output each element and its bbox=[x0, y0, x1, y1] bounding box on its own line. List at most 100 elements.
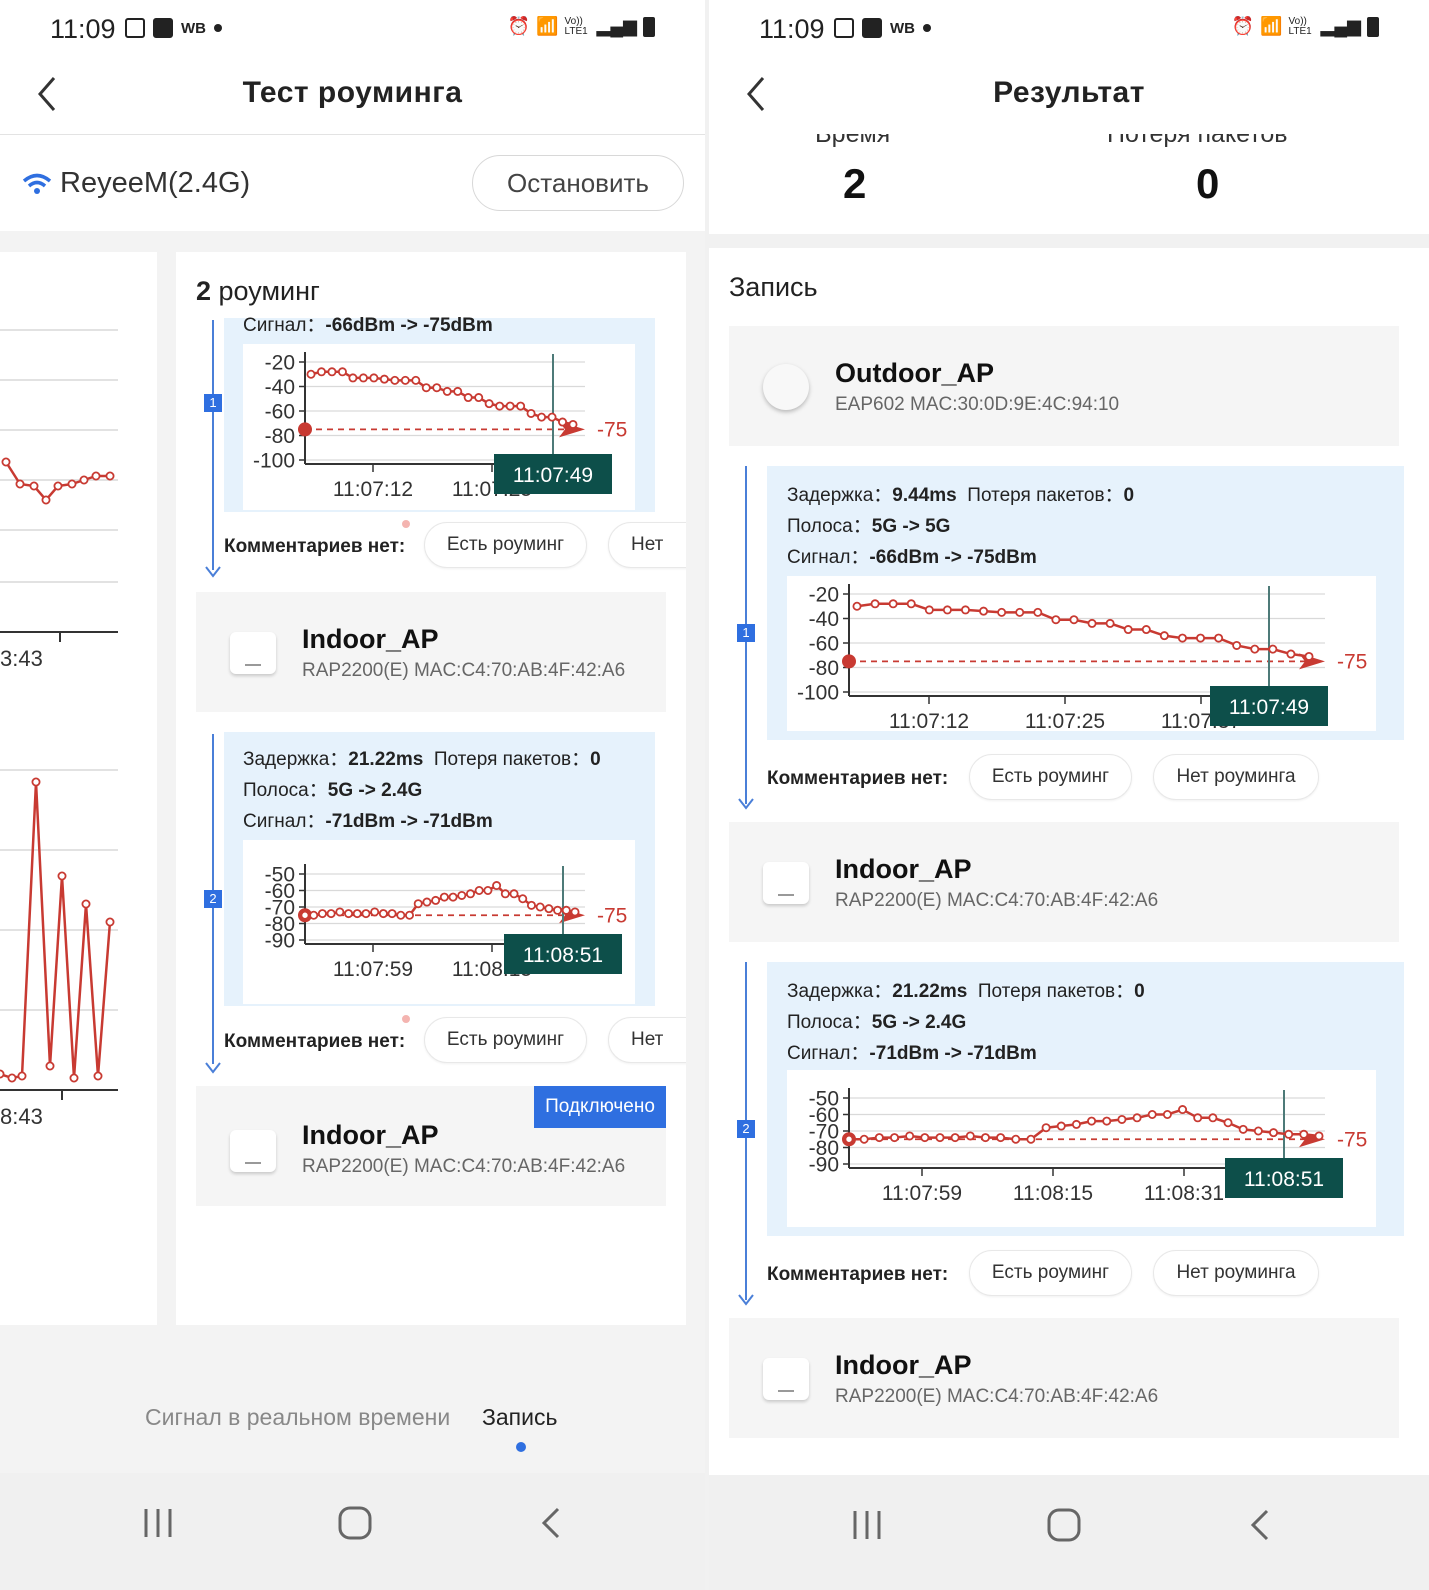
signal-chart: -20 -40 -60 -80 -100 11:07:12 11:07:25 -75 11:07… bbox=[243, 344, 635, 510]
roam-time-label: 11:08:51 bbox=[1244, 1168, 1324, 1191]
signal-point bbox=[1208, 1113, 1218, 1123]
recent-apps-icon[interactable] bbox=[847, 1505, 887, 1545]
x-tick-label: 11:07:59 bbox=[333, 958, 413, 981]
timeline-arrow-icon bbox=[205, 1062, 221, 1074]
band-line: Полоса：5G -> 2.4G bbox=[787, 1012, 967, 1033]
signal-point bbox=[431, 895, 441, 905]
ssid-label: ReyeeM(2.4G) bbox=[60, 167, 251, 199]
x-tick-label: 11:07:12 bbox=[889, 710, 969, 731]
signal-point bbox=[1304, 651, 1314, 661]
yes-roaming-button[interactable]: Есть роуминг bbox=[969, 754, 1132, 800]
no-roaming-button[interactable]: Нет bbox=[608, 522, 686, 568]
network-label: Vo)) LTE1 bbox=[1288, 15, 1312, 37]
home-icon[interactable] bbox=[1044, 1505, 1084, 1545]
no-roaming-button[interactable]: Нет bbox=[608, 1017, 686, 1063]
record-section-title: Запись bbox=[729, 272, 818, 302]
yes-roaming-button[interactable]: Есть роуминг bbox=[424, 522, 587, 568]
signal-point bbox=[387, 909, 397, 919]
signal-point bbox=[1314, 1131, 1324, 1141]
back-icon[interactable] bbox=[737, 72, 781, 116]
signal-point bbox=[400, 375, 410, 385]
signal-point bbox=[378, 909, 388, 919]
record-badge: 2 bbox=[204, 890, 222, 908]
access-point-icon bbox=[763, 862, 809, 904]
signal-point bbox=[1162, 1110, 1172, 1120]
x-tick-label: 11:07:12 bbox=[333, 478, 413, 501]
realtime-point bbox=[0, 1069, 5, 1079]
realtime-point bbox=[45, 1061, 55, 1071]
signal-icon: ▂▄▆ bbox=[1320, 16, 1361, 36]
home-icon[interactable] bbox=[335, 1503, 375, 1543]
signal-point bbox=[518, 894, 528, 904]
notification-dot-icon bbox=[214, 24, 222, 32]
access-point-icon bbox=[763, 1358, 809, 1400]
signal-point bbox=[300, 910, 310, 920]
signal-point bbox=[1026, 1134, 1036, 1144]
signal-chart: -20 -40 -60 -80 -100 11:07:12 11:07:25 11:07:37… bbox=[787, 576, 1376, 733]
roam-count-title: 2 роуминг bbox=[196, 276, 320, 306]
back-nav-icon[interactable] bbox=[532, 1503, 572, 1543]
y-tick-label: -60 bbox=[265, 880, 295, 903]
signal-point bbox=[561, 905, 571, 915]
signal-point bbox=[960, 605, 970, 615]
back-nav-icon[interactable] bbox=[1241, 1505, 1281, 1545]
yes-roaming-button[interactable]: Есть роуминг bbox=[424, 1017, 587, 1063]
signal-point bbox=[1284, 1129, 1294, 1139]
tab-realtime-signal[interactable]: Сигнал в реальном времени bbox=[145, 1404, 451, 1430]
realtime-point bbox=[105, 917, 115, 927]
network-label: Vo)) LTE1 bbox=[564, 15, 588, 37]
signal-point bbox=[920, 1133, 930, 1143]
realtime-point bbox=[7, 1073, 17, 1083]
unread-dot-icon bbox=[402, 1015, 410, 1023]
signal-point bbox=[1033, 607, 1043, 617]
signal-chart: -50 -60 -70 -80 -90 11:07:59 11:08:15 -75 11:08:… bbox=[243, 840, 635, 1004]
signal-point bbox=[1196, 633, 1206, 643]
record-info-box: Сигнал：-66dBm -> -75dBm -20 -40 -60 -80 -100… bbox=[224, 315, 655, 512]
signal-point bbox=[405, 910, 415, 920]
signal-point bbox=[537, 412, 547, 422]
signal-point bbox=[492, 881, 502, 891]
signal-point bbox=[1147, 1110, 1157, 1120]
y-tick-label: -40 bbox=[265, 376, 295, 399]
delay-line: Задержка：21.22ms Потеря пакетов：0 bbox=[243, 749, 601, 770]
signal-point bbox=[505, 401, 515, 411]
no-roaming-button[interactable]: Нет роуминга bbox=[1153, 1250, 1319, 1296]
roam-time-label: 11:07:49 bbox=[1229, 696, 1309, 719]
realtime-chart-card: 3:43 8:43 bbox=[0, 252, 157, 1325]
stop-button[interactable]: Остановить bbox=[472, 155, 684, 211]
x-tick-label: 11:07:59 bbox=[882, 1182, 962, 1205]
ap-name: Indoor_AP bbox=[835, 854, 972, 884]
ap-card: Outdoor_AP EAP602 MAC:30:0D:9E:4C:94:10 bbox=[729, 326, 1399, 446]
app-header: Тест роуминга bbox=[0, 62, 705, 135]
back-icon[interactable] bbox=[28, 72, 72, 116]
y-tick-label: -80 bbox=[809, 1137, 839, 1160]
signal-point bbox=[413, 899, 423, 909]
no-roaming-button[interactable]: Нет роуминга bbox=[1153, 754, 1319, 800]
recent-apps-icon[interactable] bbox=[138, 1503, 178, 1543]
signal-point bbox=[996, 1133, 1006, 1143]
ap-name: Indoor_AP bbox=[835, 1350, 972, 1380]
ap-name: Outdoor_AP bbox=[835, 358, 994, 388]
signal-line: Сигнал：-66dBm -> -75dBm bbox=[787, 547, 1037, 568]
yes-roaming-button[interactable]: Есть роуминг bbox=[969, 1250, 1132, 1296]
signal-point bbox=[369, 373, 379, 383]
section-separator bbox=[709, 234, 1429, 248]
roam-time-label: 11:07:49 bbox=[513, 464, 593, 487]
threshold-label: -75 bbox=[1337, 1129, 1367, 1152]
signal-point bbox=[348, 373, 358, 383]
ap-card: Indoor_AP RAP2200(E) MAC:C4:70:AB:4F:42:… bbox=[729, 822, 1399, 942]
y-tick-label: -80 bbox=[265, 913, 295, 936]
signal-point bbox=[439, 892, 449, 902]
active-tab-indicator bbox=[516, 1442, 526, 1452]
threshold-start-dot bbox=[842, 654, 856, 669]
signal-point bbox=[1238, 1124, 1248, 1134]
signal-point bbox=[1159, 631, 1169, 641]
realtime-chart bbox=[0, 329, 118, 1100]
signal-point bbox=[422, 897, 432, 907]
x-tick-label: 3:43 bbox=[0, 646, 43, 671]
system-nav-bar bbox=[709, 1475, 1429, 1590]
x-tick-label: 11:07:25 bbox=[1025, 710, 1105, 731]
band-line: Полоса：5G -> 5G bbox=[787, 516, 951, 537]
tab-record[interactable]: Запись bbox=[482, 1404, 558, 1430]
